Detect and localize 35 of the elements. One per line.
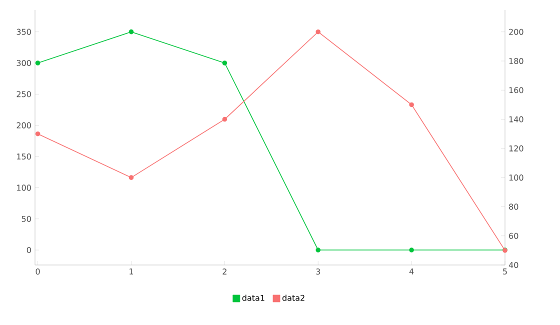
point xyxy=(128,29,134,34)
legend-label: data2 xyxy=(282,294,304,301)
y2-tick-label: 140 xyxy=(509,116,524,122)
x-tick-label: 0 xyxy=(36,268,40,275)
y2-tick-label: 40 xyxy=(508,262,518,268)
y2-tick-label: 80 xyxy=(509,204,518,210)
y-tick-label: 350 xyxy=(16,28,31,35)
x-tick-label: 5 xyxy=(503,268,507,274)
x-tick-label: 1 xyxy=(130,268,134,274)
y-tick-label: 50 xyxy=(22,216,31,222)
point xyxy=(222,116,228,122)
y-tick-label: 250 xyxy=(16,91,31,98)
point xyxy=(222,60,228,66)
legend-label: data1 xyxy=(242,294,264,301)
point xyxy=(409,248,414,252)
point xyxy=(409,102,414,108)
y2-tick-label: 100 xyxy=(509,174,524,181)
point xyxy=(316,248,321,252)
point xyxy=(35,60,40,66)
y2-tick-label: 120 xyxy=(509,145,524,152)
point xyxy=(35,131,40,136)
y-tick-label: 100 xyxy=(17,184,31,191)
point xyxy=(128,175,134,180)
y2-tick-label: 200 xyxy=(509,28,524,35)
x-tick-label: 2 xyxy=(222,268,226,274)
y2-tick-label: 160 xyxy=(509,87,524,94)
y2-tick-label: 60 xyxy=(509,232,518,239)
point xyxy=(316,29,321,34)
x-tick-label: 3 xyxy=(316,268,320,275)
y-tick-label: 0 xyxy=(26,247,31,254)
y-tick-label: 200 xyxy=(16,122,31,128)
y-tick-label: 150 xyxy=(17,153,31,160)
y2-tick-label: 180 xyxy=(509,58,524,64)
x-tick-label: 4 xyxy=(409,268,414,274)
y-tick-label: 300 xyxy=(16,60,31,66)
